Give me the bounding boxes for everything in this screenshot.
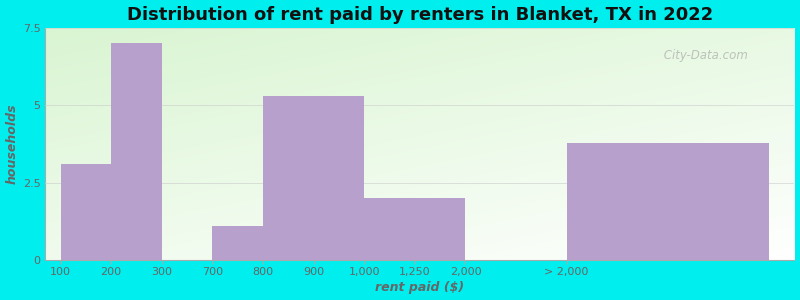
Text: City-Data.com: City-Data.com xyxy=(660,49,747,62)
Bar xyxy=(61,164,111,260)
Bar xyxy=(111,44,162,260)
X-axis label: rent paid ($): rent paid ($) xyxy=(375,281,465,294)
Bar xyxy=(263,96,364,260)
Bar xyxy=(566,142,769,260)
Title: Distribution of rent paid by renters in Blanket, TX in 2022: Distribution of rent paid by renters in … xyxy=(126,6,713,24)
Bar xyxy=(364,198,466,260)
Y-axis label: households: households xyxy=(6,104,18,184)
Bar xyxy=(212,226,263,260)
